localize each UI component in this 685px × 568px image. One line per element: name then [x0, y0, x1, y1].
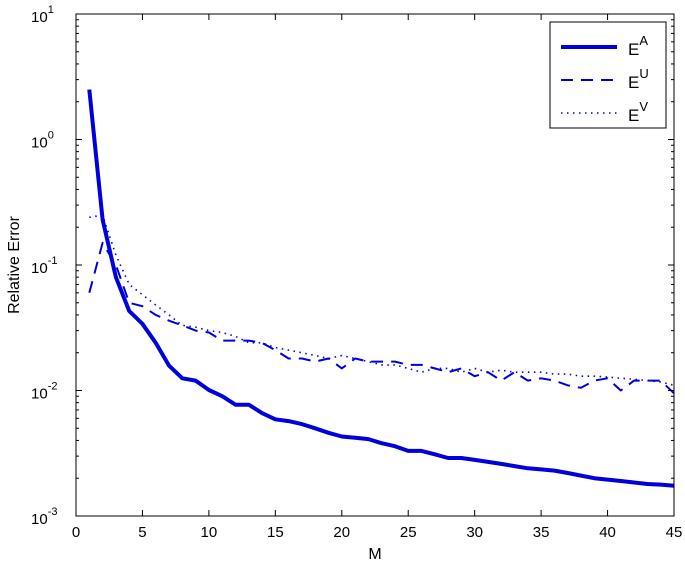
- legend-box: [549, 21, 667, 129]
- x-tick-label: 35: [533, 524, 550, 541]
- x-tick-label: 20: [333, 524, 350, 541]
- x-tick-label: 40: [599, 524, 616, 541]
- series-line-u: [88, 241, 675, 395]
- y-tick-base: 10: [31, 9, 48, 26]
- y-tick-label: 100: [31, 130, 54, 152]
- series-line-v: [89, 214, 675, 387]
- y-tick-label: 10-2: [31, 381, 57, 403]
- x-axis: 0 5 10 15 20 25 30 35 40 45: [72, 14, 683, 541]
- y-tick-label: 10-3: [31, 506, 57, 528]
- y-axis-title: Relative Error: [6, 215, 23, 313]
- y-tick-exponent: -2: [48, 381, 58, 393]
- legend-entry: EU: [628, 66, 649, 92]
- legend-entry-name: E: [628, 106, 639, 125]
- legend-entry: EV: [628, 99, 648, 125]
- x-tick-label: 25: [400, 524, 417, 541]
- x-tick-label: 10: [201, 524, 218, 541]
- y-tick-exponent: 1: [48, 4, 54, 16]
- y-tick-base: 10: [31, 260, 48, 277]
- legend-entry-superscript: V: [639, 99, 648, 114]
- y-tick-base: 10: [31, 135, 48, 152]
- legend-entry-name: E: [628, 73, 639, 92]
- y-tick-base: 10: [31, 511, 48, 528]
- series-line-a: [87, 89, 675, 488]
- y-tick-exponent: -3: [48, 506, 58, 518]
- y-tick-label: 101: [31, 4, 54, 26]
- y-tick-label: 10-1: [31, 255, 57, 277]
- legend-entry-name: E: [628, 40, 639, 59]
- x-tick-label: 45: [666, 524, 683, 541]
- x-tick-label: 30: [466, 524, 483, 541]
- x-tick-label: 15: [267, 524, 284, 541]
- x-tick-label: 0: [72, 524, 80, 541]
- series-layer: [87, 89, 675, 488]
- y-tick-base: 10: [31, 386, 48, 403]
- legend-entry: EA: [628, 33, 648, 59]
- y-tick-exponent: 0: [48, 130, 54, 142]
- legend-entry-superscript: A: [639, 33, 648, 48]
- x-tick-label: 5: [138, 524, 146, 541]
- legend-entry-superscript: U: [639, 66, 648, 81]
- x-axis-title: M: [368, 546, 381, 563]
- y-tick-exponent: -1: [48, 255, 58, 267]
